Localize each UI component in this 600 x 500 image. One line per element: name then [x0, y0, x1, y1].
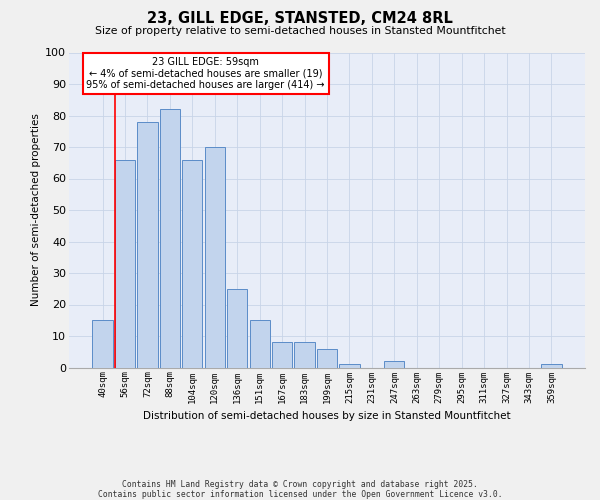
Text: Contains HM Land Registry data © Crown copyright and database right 2025.
Contai: Contains HM Land Registry data © Crown c…	[98, 480, 502, 499]
Text: 23, GILL EDGE, STANSTED, CM24 8RL: 23, GILL EDGE, STANSTED, CM24 8RL	[147, 11, 453, 26]
Bar	[340, 364, 359, 368]
Y-axis label: Number of semi-detached properties: Number of semi-detached properties	[31, 114, 41, 306]
Bar	[250, 320, 270, 368]
Bar	[205, 147, 225, 368]
Bar	[541, 364, 562, 368]
Bar	[384, 361, 404, 368]
Bar	[182, 160, 202, 368]
Bar	[317, 348, 337, 368]
Bar	[227, 289, 247, 368]
Bar	[115, 160, 135, 368]
Bar	[137, 122, 158, 368]
Text: 23 GILL EDGE: 59sqm
← 4% of semi-detached houses are smaller (19)
95% of semi-de: 23 GILL EDGE: 59sqm ← 4% of semi-detache…	[86, 57, 325, 90]
Text: Size of property relative to semi-detached houses in Stansted Mountfitchet: Size of property relative to semi-detach…	[95, 26, 505, 36]
Bar	[160, 109, 180, 368]
Bar	[295, 342, 314, 367]
Bar	[92, 320, 113, 368]
X-axis label: Distribution of semi-detached houses by size in Stansted Mountfitchet: Distribution of semi-detached houses by …	[143, 411, 511, 421]
Bar	[272, 342, 292, 367]
